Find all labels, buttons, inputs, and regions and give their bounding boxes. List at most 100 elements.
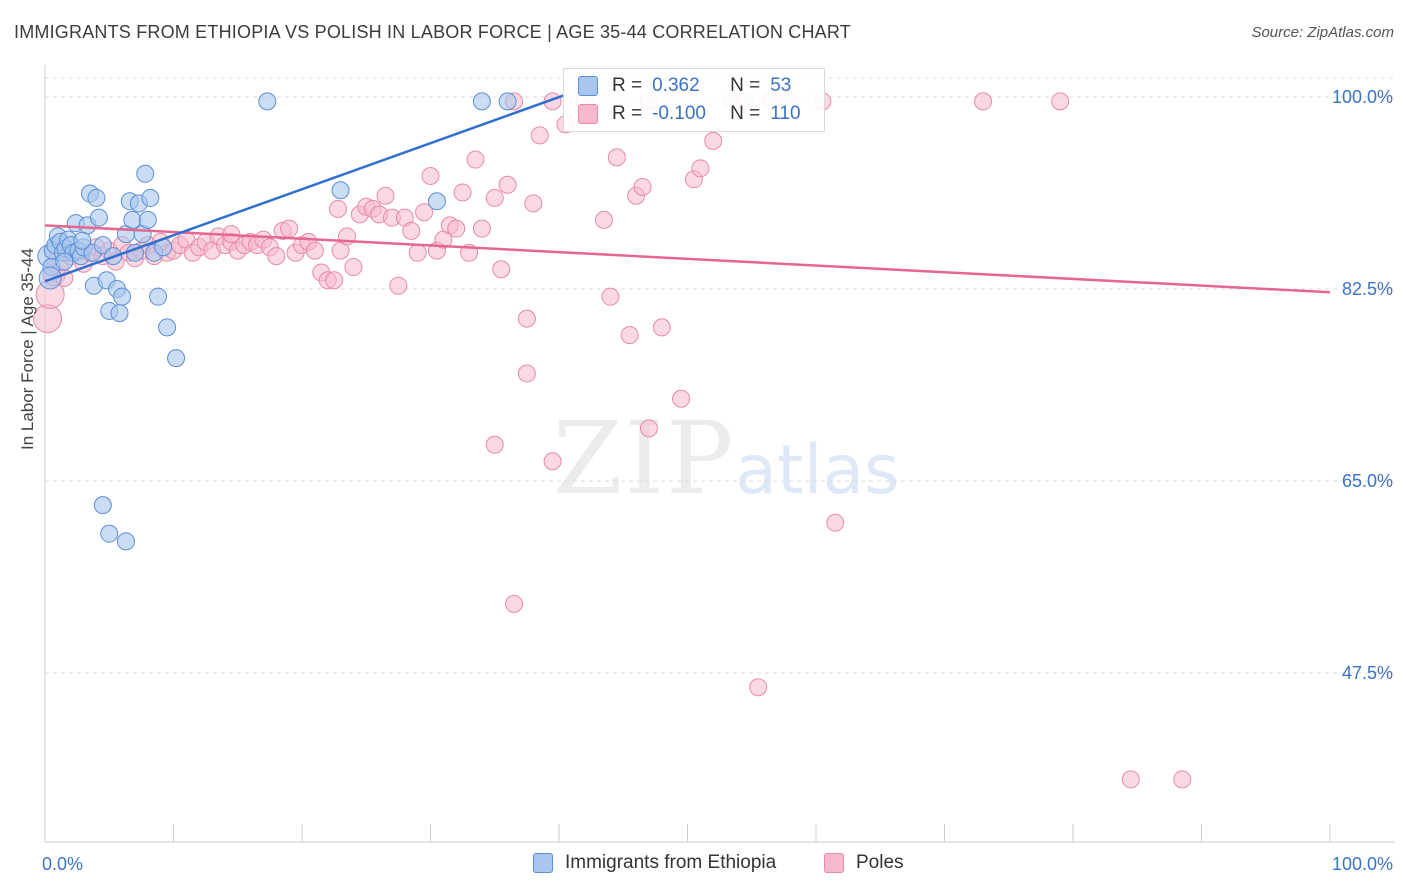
ethiopia-trend-line: [44, 93, 566, 283]
legend-r-label: R =: [612, 103, 643, 124]
legend-n-value: 53: [770, 75, 792, 96]
series-legend-ethiopia[interactable]: Immigrants from Ethiopia: [533, 852, 776, 874]
chart-title: IMMIGRANTS FROM ETHIOPIA VS POLISH IN LA…: [14, 22, 851, 42]
ethiopia-point: [93, 496, 112, 515]
series-label-ethiopia: Immigrants from Ethiopia: [565, 852, 777, 873]
poles-point: [672, 389, 691, 408]
x-tick-label-start: 0.0%: [42, 854, 83, 874]
poles-point: [485, 188, 504, 207]
legend-row-ethiopia: R = 0.362 N = 53: [578, 73, 791, 99]
legend-r-value: 0.362: [652, 75, 700, 96]
grid-layer: [45, 77, 1395, 674]
ethiopia-point: [498, 92, 517, 111]
poles-point: [415, 203, 434, 222]
poles-point: [749, 678, 768, 697]
poles-point: [389, 276, 408, 295]
ethiopia-point: [73, 231, 92, 250]
y-tick-label: 82.5%: [1342, 279, 1393, 299]
poles-point: [267, 247, 286, 266]
poles-point: [639, 419, 658, 438]
poles-point: [305, 241, 324, 260]
poles-point: [517, 364, 536, 383]
poles-point: [974, 92, 993, 111]
ethiopia-point: [55, 252, 74, 271]
ethiopia-point: [136, 164, 155, 183]
poles-point: [485, 435, 504, 454]
poles-point: [826, 513, 845, 532]
ethiopia-point: [472, 92, 491, 111]
x-tick-label-end: 100.0%: [1332, 854, 1393, 874]
series-swatch-ethiopia: [533, 853, 553, 873]
ethiopia-point: [149, 287, 168, 306]
poles-point: [328, 199, 347, 218]
watermark: ZIPatlas: [553, 400, 900, 517]
stats-legend: R = 0.362 N = 53 R = -0.100 N = 110: [563, 68, 825, 132]
ethiopia-point: [123, 210, 142, 229]
ethiopia-point: [93, 236, 112, 255]
poles-point: [691, 159, 710, 178]
poles-point: [594, 210, 613, 229]
series-legend-poles[interactable]: Poles: [824, 852, 904, 874]
ethiopia-point: [258, 92, 277, 111]
poles-trend-line: [44, 224, 1331, 294]
poles-point: [601, 287, 620, 306]
poles-point: [492, 260, 511, 279]
poles-points: [33, 92, 1192, 789]
ethiopia-point: [158, 318, 177, 337]
poles-point: [466, 150, 485, 169]
poles-point: [408, 243, 427, 262]
y-tick-label: 100.0%: [1332, 87, 1393, 107]
ethiopia-point: [87, 188, 106, 207]
series-label-poles: Poles: [856, 852, 904, 873]
ethiopia-point: [89, 208, 108, 227]
ethiopia-point: [116, 532, 135, 551]
poles-point: [505, 594, 524, 613]
poles-point: [620, 326, 639, 345]
poles-point: [344, 258, 363, 277]
ethiopia-point: [38, 266, 62, 290]
poles-point: [498, 175, 517, 194]
legend-n-label: N =: [730, 103, 761, 124]
legend-row-poles: R = -0.100 N = 110: [578, 101, 801, 127]
y-tick-label: 65.0%: [1342, 471, 1393, 491]
y-tick-label: 47.5%: [1342, 663, 1393, 683]
poles-point: [517, 309, 536, 328]
legend-n-value: 110: [770, 103, 801, 124]
poles-point: [633, 177, 652, 196]
poles-point: [280, 219, 299, 238]
series-swatch-poles: [824, 853, 844, 873]
ethiopia-points: [37, 92, 517, 551]
poles-point: [543, 452, 562, 471]
poles-point: [453, 183, 472, 202]
poles-point: [530, 126, 549, 145]
ethiopia-point: [100, 524, 119, 543]
trend-layer: [44, 93, 1331, 294]
ethiopia-point: [167, 349, 186, 368]
legend-r-value: -0.100: [652, 103, 706, 124]
ethiopia-point: [110, 304, 129, 323]
watermark-atlas: atlas: [735, 431, 900, 510]
poles-point: [652, 318, 671, 337]
legend-r-label: R =: [612, 75, 643, 96]
ethiopia-point: [141, 188, 160, 207]
poles-point: [376, 186, 395, 205]
poles-point: [421, 166, 440, 185]
poles-point: [1051, 92, 1070, 111]
legend-n-label: N =: [730, 75, 761, 96]
poles-point: [524, 194, 543, 213]
poles-point: [402, 221, 421, 240]
ethiopia-point: [138, 210, 157, 229]
ethiopia-point: [113, 287, 132, 306]
poles-point: [447, 219, 466, 238]
watermark-zip: ZIP: [553, 400, 736, 517]
axis-layer: [44, 65, 1395, 843]
poles-point: [472, 219, 491, 238]
poles-point: [607, 148, 626, 167]
poles-point: [704, 131, 723, 150]
tick-label-layer: 47.5% 65.0% 82.5% 100.0% 0.0% 100.0%: [42, 87, 1393, 874]
legend-swatch-poles: [578, 104, 598, 124]
legend-swatch-ethiopia: [578, 76, 598, 96]
poles-point: [1121, 770, 1140, 789]
y-axis-label: In Labor Force | Age 35-44: [18, 248, 37, 450]
